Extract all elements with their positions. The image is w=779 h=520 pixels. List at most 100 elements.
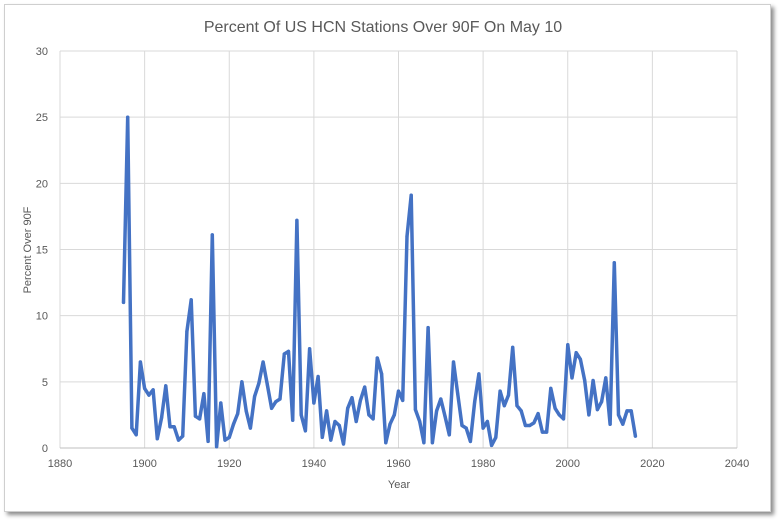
data-point bbox=[566, 343, 570, 347]
data-point bbox=[172, 425, 176, 429]
y-tick-label: 5 bbox=[42, 377, 48, 389]
data-point bbox=[138, 360, 142, 364]
data-point bbox=[405, 234, 409, 238]
data-point bbox=[616, 413, 621, 417]
data-point bbox=[413, 408, 417, 412]
data-point bbox=[240, 380, 244, 384]
data-point bbox=[308, 347, 312, 351]
data-point bbox=[490, 443, 494, 447]
gridlines bbox=[59, 50, 738, 448]
data-point bbox=[130, 426, 134, 430]
y-tick-label: 0 bbox=[42, 443, 48, 455]
data-point bbox=[451, 360, 456, 364]
data-point bbox=[460, 423, 464, 428]
data-point bbox=[295, 218, 299, 222]
data-point bbox=[329, 438, 333, 442]
data-point bbox=[189, 298, 193, 302]
series-group bbox=[121, 115, 638, 449]
x-tick-label: 1960 bbox=[386, 458, 410, 470]
data-point bbox=[409, 193, 413, 197]
data-point bbox=[485, 419, 489, 424]
data-point bbox=[392, 413, 396, 417]
data-point bbox=[473, 400, 477, 404]
y-tick-label: 10 bbox=[36, 311, 48, 323]
data-point bbox=[481, 426, 485, 430]
x-tick-label: 1940 bbox=[302, 458, 326, 470]
data-point bbox=[430, 441, 434, 445]
data-point bbox=[574, 351, 578, 355]
data-point bbox=[633, 434, 638, 438]
data-point bbox=[354, 419, 358, 424]
data-point bbox=[164, 384, 168, 388]
data-point bbox=[625, 409, 629, 413]
data-point bbox=[185, 329, 189, 334]
data-point bbox=[540, 430, 545, 434]
data-point bbox=[523, 423, 528, 428]
data-point bbox=[468, 439, 472, 443]
data-point bbox=[422, 441, 426, 445]
data-point bbox=[371, 417, 375, 421]
data-point bbox=[219, 401, 223, 405]
data-point bbox=[147, 393, 151, 397]
data-point bbox=[519, 409, 523, 413]
data-point bbox=[257, 381, 261, 385]
data-point bbox=[464, 426, 468, 430]
chart-title: Percent Of US HCN Stations Over 90F On M… bbox=[204, 19, 562, 36]
data-point bbox=[121, 300, 126, 304]
data-point bbox=[274, 400, 278, 404]
data-point bbox=[248, 426, 252, 430]
data-point bbox=[363, 385, 367, 389]
data-point bbox=[380, 372, 384, 376]
y-tick-label: 15 bbox=[36, 245, 48, 257]
data-point bbox=[545, 430, 549, 434]
x-tick-label: 1980 bbox=[471, 458, 495, 470]
data-point bbox=[261, 360, 265, 364]
x-tick-label: 1920 bbox=[217, 458, 241, 470]
y-tick-label: 25 bbox=[36, 112, 48, 124]
data-point bbox=[418, 419, 422, 424]
data-point bbox=[181, 434, 185, 438]
x-tick-label: 2000 bbox=[556, 458, 580, 470]
data-point bbox=[477, 372, 481, 376]
data-point bbox=[612, 261, 616, 265]
data-point bbox=[303, 429, 307, 433]
data-point bbox=[265, 382, 269, 387]
data-point bbox=[299, 413, 303, 417]
data-point bbox=[325, 409, 329, 413]
data-point bbox=[384, 441, 388, 445]
y-axis-ticks: 0 5 10 15 20 25 30 bbox=[36, 46, 48, 455]
data-point bbox=[515, 404, 519, 408]
data-point bbox=[367, 413, 371, 417]
data-point bbox=[358, 398, 362, 402]
data-point bbox=[253, 394, 257, 398]
data-point bbox=[231, 422, 236, 426]
data-point bbox=[286, 349, 291, 353]
data-point bbox=[202, 392, 206, 396]
data-point bbox=[126, 115, 130, 119]
data-point bbox=[629, 409, 633, 413]
data-point bbox=[278, 397, 282, 401]
data-point bbox=[168, 425, 172, 429]
data-point bbox=[591, 378, 595, 383]
data-point bbox=[595, 408, 600, 412]
data-point bbox=[346, 406, 350, 410]
data-point bbox=[193, 414, 197, 418]
data-point bbox=[401, 398, 405, 402]
data-point bbox=[388, 422, 392, 426]
data-point bbox=[151, 388, 155, 392]
y-axis-label: Percent Over 90F bbox=[22, 206, 34, 293]
data-point bbox=[553, 406, 557, 410]
data-point bbox=[375, 356, 379, 360]
data-point bbox=[270, 406, 274, 410]
data-point bbox=[506, 393, 511, 397]
x-tick-label: 1880 bbox=[48, 458, 72, 470]
data-point bbox=[604, 376, 608, 380]
data-point bbox=[536, 412, 540, 416]
y-tick-label: 20 bbox=[36, 178, 48, 190]
data-point bbox=[282, 352, 286, 356]
y-tick-label: 30 bbox=[36, 46, 48, 58]
data-point bbox=[215, 445, 219, 449]
data-point bbox=[494, 435, 498, 439]
data-point bbox=[333, 419, 337, 424]
